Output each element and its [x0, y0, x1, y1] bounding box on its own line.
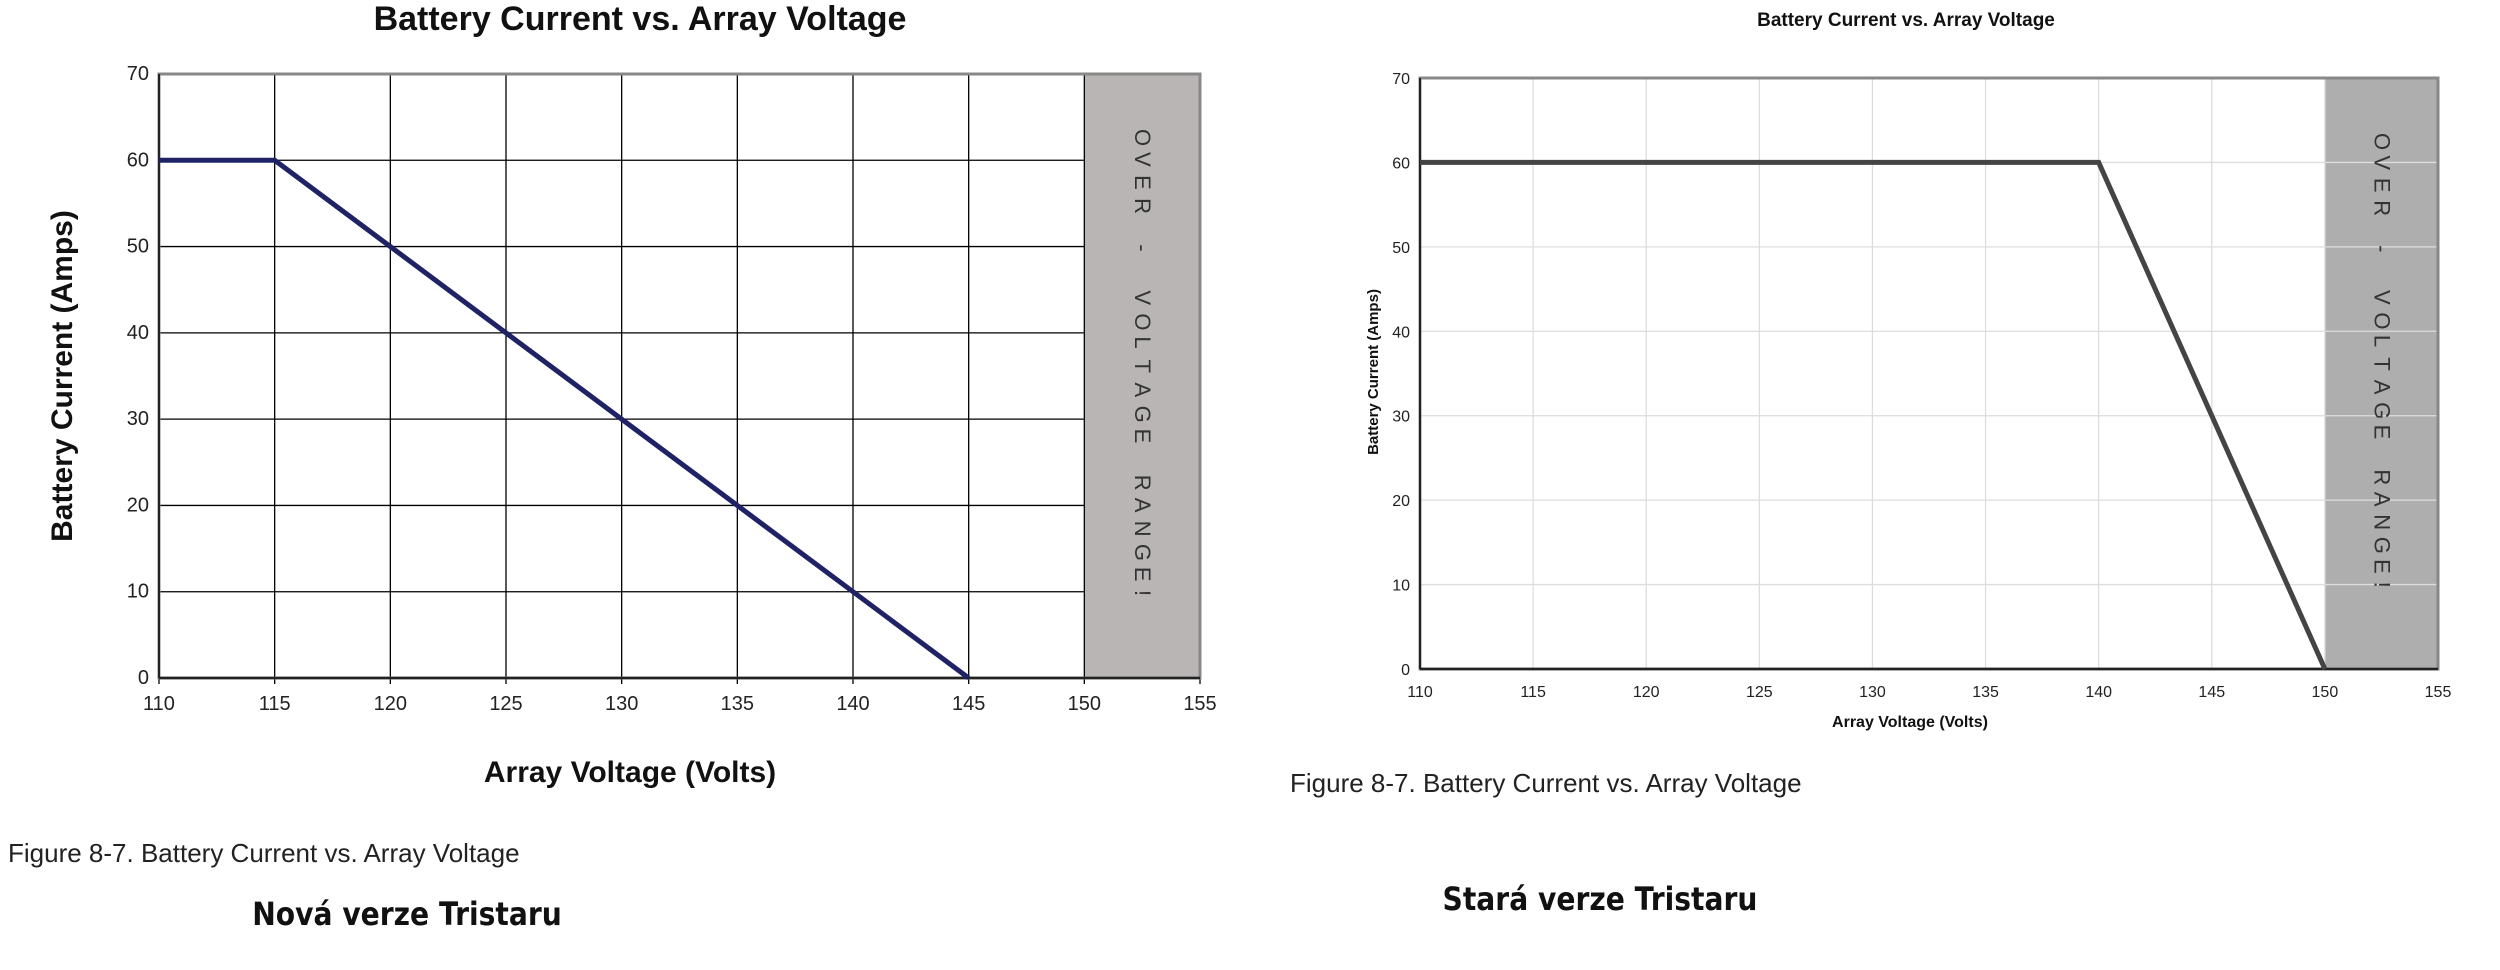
x-tick-label: 155: [1183, 693, 1216, 715]
y-tick-label: 50: [127, 236, 149, 258]
x-tick-label: 125: [489, 693, 522, 715]
y-axis-label: Battery Current (Amps): [46, 210, 79, 542]
y-tick-label: 60: [1392, 155, 1410, 172]
band-label-char: V: [1130, 152, 1155, 167]
band-label-char: R: [2369, 200, 2394, 216]
x-tick-label: 145: [2198, 684, 2225, 701]
band-label-char: G: [2369, 402, 2394, 419]
x-tick-label: 140: [836, 693, 869, 715]
band-label-char: E: [2369, 559, 2394, 574]
y-tick-label: 10: [127, 581, 149, 603]
band-label-char: T: [1130, 359, 1155, 372]
x-tick-label: 130: [1859, 684, 1886, 701]
band-label-char: E: [1130, 175, 1155, 190]
x-tick-label: 150: [2312, 684, 2339, 701]
band-label-char: L: [2369, 335, 2394, 347]
y-axis-label: Battery Current (Amps): [1365, 289, 1382, 455]
band-label-char: L: [1130, 336, 1155, 348]
band-label-char: O: [2369, 133, 2394, 150]
chart-title: Battery Current vs. Array Voltage: [1757, 10, 2055, 31]
band-label-char: N: [2369, 514, 2394, 530]
y-tick-label: 70: [127, 63, 149, 85]
note-left: Nová verze Tristaru: [252, 895, 562, 933]
y-tick-label: 0: [1401, 662, 1410, 679]
over-voltage-band: [2324, 78, 2438, 669]
band-label-char: !: [2369, 582, 2394, 588]
band-label-char: T: [2369, 357, 2394, 370]
band-label-char: -: [2369, 245, 2394, 252]
series-line: [159, 157, 971, 681]
x-tick-label: 135: [1972, 684, 1999, 701]
x-tick-label: 110: [1407, 684, 1433, 701]
x-tick-label: 135: [721, 693, 754, 715]
band-label-char: V: [2369, 290, 2394, 305]
x-axis-label: Array Voltage (Volts): [1832, 714, 1988, 731]
y-tick-label: 60: [127, 149, 149, 171]
band-label-char: A: [2369, 492, 2394, 507]
band-label-char: R: [1130, 475, 1155, 491]
band-label-char: G: [1130, 406, 1155, 423]
band-label-char: E: [2369, 425, 2394, 440]
band-label-char: O: [2369, 312, 2394, 329]
band-label-char: R: [2369, 469, 2394, 485]
band-label-char: O: [1130, 313, 1155, 330]
y-tick-label: 30: [1392, 409, 1410, 426]
band-label-char: !: [1130, 590, 1155, 596]
y-tick-label: 70: [1392, 71, 1410, 88]
x-tick-label: 140: [2085, 684, 2112, 701]
y-tick-label: 50: [1392, 240, 1410, 257]
y-tick-label: 20: [127, 494, 149, 516]
caption-right: Figure 8-7. Battery Current vs. Array Vo…: [1290, 768, 1802, 798]
plot-frame: [157, 72, 1202, 680]
y-tick-label: 20: [1392, 493, 1410, 510]
band-label-char: E: [1130, 429, 1155, 444]
chart-title: Battery Current vs. Array Voltage: [374, 0, 907, 38]
x-tick-label: 115: [259, 693, 291, 715]
chart-left: 0 10 20 30 40 50 60 70 110 115 120 125 130 135 140 145 1…: [46, 0, 1217, 789]
band-label-char: O: [1130, 129, 1155, 146]
band-label-char: N: [1130, 521, 1155, 537]
x-tick-label: 150: [1068, 693, 1101, 715]
y-tick-label: 40: [1392, 324, 1410, 341]
y-tick-label: 40: [127, 322, 149, 344]
series-line: [1420, 159, 2328, 671]
band-label-char: E: [2369, 178, 2394, 193]
x-tick-label: 120: [374, 693, 407, 715]
band-label-char: V: [2369, 155, 2394, 170]
x-tick-label: 145: [952, 693, 985, 715]
band-label-char: A: [2369, 380, 2394, 395]
band-label-char: R: [1130, 198, 1155, 214]
x-tick-label: 120: [1633, 684, 1660, 701]
band-label-char: V: [1130, 290, 1155, 305]
x-tick-label: 125: [1746, 684, 1773, 701]
x-axis-label: Array Voltage (Volts): [484, 756, 776, 789]
over-voltage-band: [1084, 74, 1200, 678]
band-label-char: -: [1130, 244, 1155, 251]
y-tick-label: 30: [127, 408, 149, 430]
y-tick-label: 10: [1392, 578, 1410, 595]
x-tick-label: 115: [1520, 684, 1546, 701]
caption-left: Figure 8-7. Battery Current vs. Array Vo…: [8, 838, 520, 868]
band-label-char: E: [1130, 567, 1155, 582]
band-label-char: G: [2369, 537, 2394, 554]
chart-right: 0 10 20 30 40 50 60 70 110 115 120 125 130 135 140 145 1…: [1365, 10, 2451, 731]
x-tick-label: 130: [605, 693, 638, 715]
band-label-char: A: [1130, 383, 1155, 398]
y-tick-label: 0: [138, 667, 149, 689]
x-tick-label: 110: [143, 693, 175, 715]
x-tick-label: 155: [2425, 684, 2452, 701]
band-label-char: A: [1130, 498, 1155, 513]
note-right: Stará verze Tristaru: [1442, 880, 1758, 918]
band-label-char: G: [1130, 544, 1155, 561]
